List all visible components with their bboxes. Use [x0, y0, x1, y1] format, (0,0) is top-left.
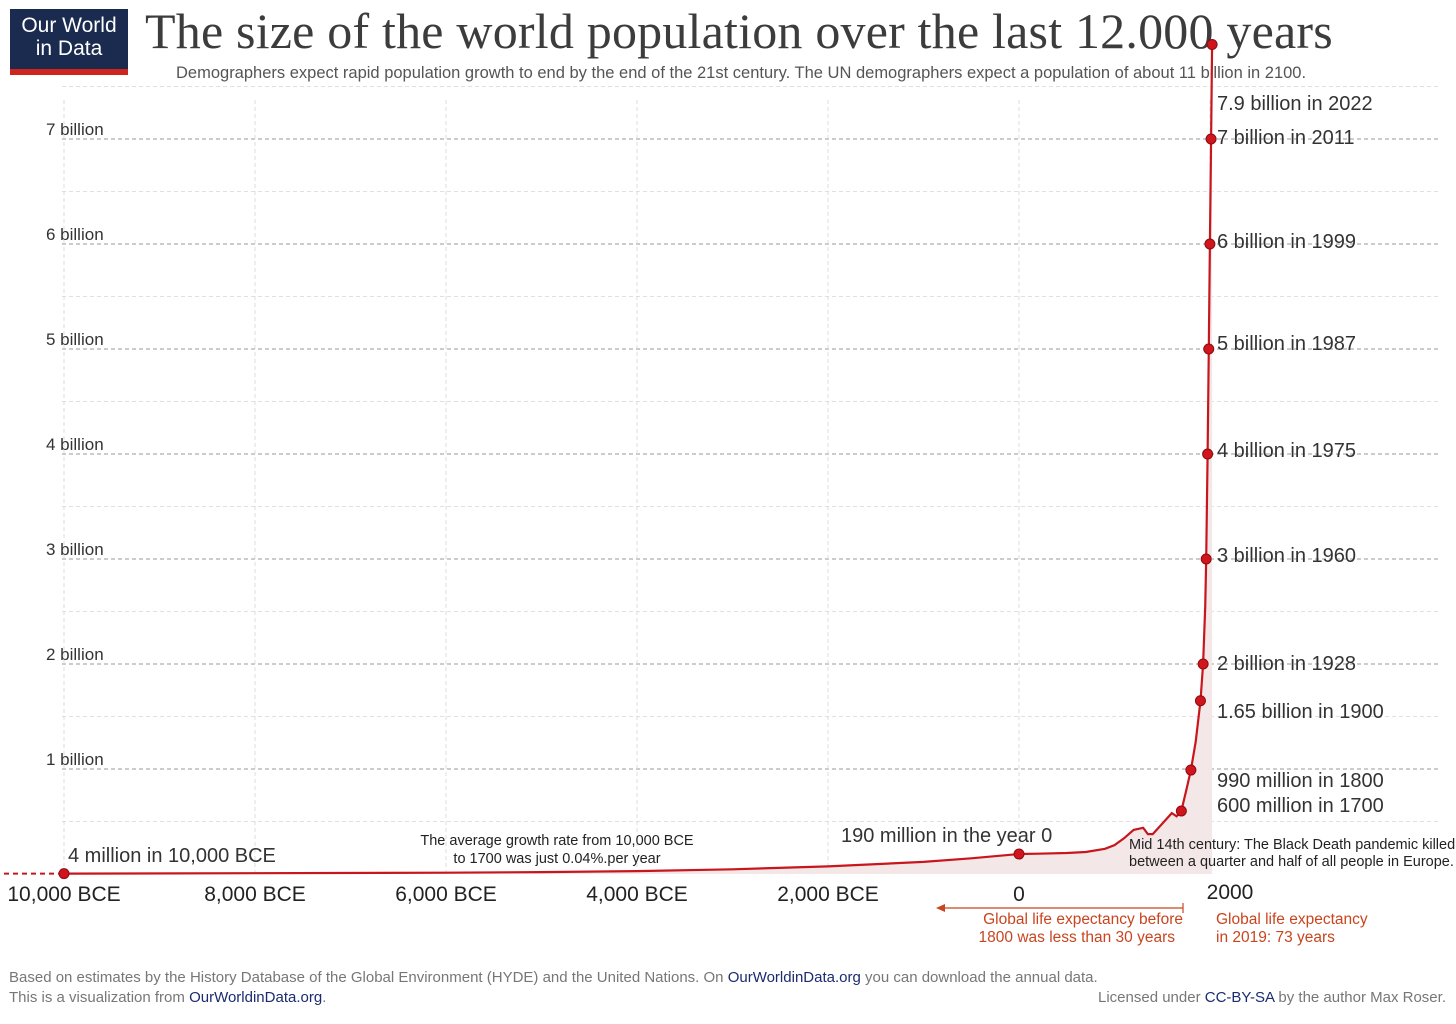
footer-visualization: This is a visualization from OurWorldinD…: [9, 989, 326, 1006]
data-point-label: 7 billion in 2011: [1217, 127, 1355, 149]
data-point-marker: [1200, 553, 1212, 565]
data-point-label: 3 billion in 1960: [1217, 545, 1356, 567]
footer-visualization-text-a: This is a visualization from: [9, 989, 190, 1006]
y-axis-ticks: 1 billion 2 billion 3 billion 4 billion 5 bi…: [46, 120, 104, 769]
y-tick-label: 6 billion: [46, 225, 104, 244]
highlight-points: [58, 39, 1218, 880]
chart-title: The size of the world population over th…: [145, 3, 1333, 59]
chart-subtitle: Demographers expect rapid population gro…: [176, 64, 1307, 82]
data-point-label: 2 billion in 1928: [1217, 653, 1356, 675]
data-point-label: 600 million in 1700: [1217, 795, 1384, 817]
y-tick-label: 2 billion: [46, 645, 104, 664]
footer-source: Based on estimates by the History Databa…: [9, 969, 1098, 986]
data-point-marker: [1175, 805, 1187, 817]
grid-lines: [62, 86, 1440, 874]
data-point-marker: [1205, 133, 1217, 145]
data-point-label: 7.9 billion in 2022: [1217, 93, 1373, 115]
data-point-marker: [1202, 448, 1214, 460]
life-expectancy-2019-line-2: in 2019: 73 years: [1216, 929, 1335, 946]
life-expectancy-arrowhead: [936, 904, 945, 912]
x-axis-ticks: 10,000 BCE 8,000 BCE 6,000 BCE 4,000 BCE 2,0…: [7, 881, 1253, 906]
data-point-label: 190 million in the year 0: [841, 825, 1052, 847]
x-tick-label: 0: [1013, 883, 1025, 906]
data-point-label: 4 billion in 1975: [1217, 440, 1356, 462]
y-tick-label: 7 billion: [46, 120, 104, 139]
footer-source-link[interactable]: OurWorldinData.org: [727, 969, 861, 986]
x-tick-label: 4,000 BCE: [586, 883, 688, 906]
owid-logo[interactable]: Our World in Data: [10, 9, 128, 75]
growth-annotation-line-2: to 1700 was just 0.04%.per year: [453, 851, 660, 867]
population-line: [63, 44, 1214, 875]
point-labels: 4 million in 10,000 BCE 190 million in th…: [68, 93, 1384, 867]
plague-annotation-line-2: between a quarter and half of all people…: [1129, 854, 1454, 870]
life-expectancy-before-line-2: 1800 was less than 30 years: [979, 929, 1176, 946]
x-tick-label: 10,000 BCE: [7, 883, 120, 906]
data-point-marker: [1197, 658, 1209, 670]
y-tick-label: 5 billion: [46, 330, 104, 349]
data-point-label: 4 million in 10,000 BCE: [68, 845, 276, 867]
footer-license-text-a: Licensed under: [1098, 989, 1205, 1006]
data-point-marker: [1203, 343, 1215, 355]
x-tick-label: 2,000 BCE: [777, 883, 879, 906]
y-tick-label: 3 billion: [46, 540, 104, 559]
data-point-marker: [1185, 764, 1197, 776]
logo-line-2: in Data: [35, 37, 103, 60]
annotations: The average growth rate from 10,000 BCE …: [420, 833, 1455, 946]
footer-license-text-b: by the author Max Roser.: [1274, 989, 1446, 1006]
life-expectancy-2019-line-1: Global life expectancy: [1216, 911, 1368, 928]
data-point-marker: [1013, 848, 1025, 860]
footer-visualization-text-b: .: [322, 989, 327, 1006]
data-point-marker: [1204, 238, 1216, 250]
data-point-label: 6 billion in 1999: [1217, 231, 1356, 253]
data-point-marker: [1206, 39, 1218, 50]
data-point-label: 990 million in 1800: [1217, 770, 1384, 792]
plague-annotation-line-1: Mid 14th century: The Black Death pandem…: [1129, 837, 1455, 853]
footer-source-text-a: Based on estimates by the History Databa…: [9, 969, 728, 986]
y-tick-label: 1 billion: [46, 750, 104, 769]
x-tick-label: 6,000 BCE: [395, 883, 497, 906]
footer-license-link[interactable]: CC-BY-SA: [1204, 989, 1275, 1006]
life-expectancy-before-line-1: Global life expectancy before: [983, 911, 1183, 928]
footer-visualization-link[interactable]: OurWorldinData.org: [189, 989, 323, 1006]
x-tick-label: 2000: [1207, 881, 1254, 904]
footer-license: Licensed under CC-BY-SA by the author Ma…: [1098, 989, 1446, 1006]
data-point-marker: [1194, 695, 1206, 707]
logo-line-1: Our World: [21, 14, 117, 37]
data-point-label: 1.65 billion in 1900: [1217, 701, 1384, 723]
population-area: [64, 44, 1213, 874]
data-point-label: 5 billion in 1987: [1217, 333, 1356, 355]
data-point-marker: [58, 868, 70, 880]
footer-source-text-b: you can download the annual data.: [860, 969, 1098, 986]
y-tick-label: 4 billion: [46, 435, 104, 454]
growth-annotation-line-1: The average growth rate from 10,000 BCE: [420, 833, 694, 849]
x-tick-label: 8,000 BCE: [204, 883, 306, 906]
